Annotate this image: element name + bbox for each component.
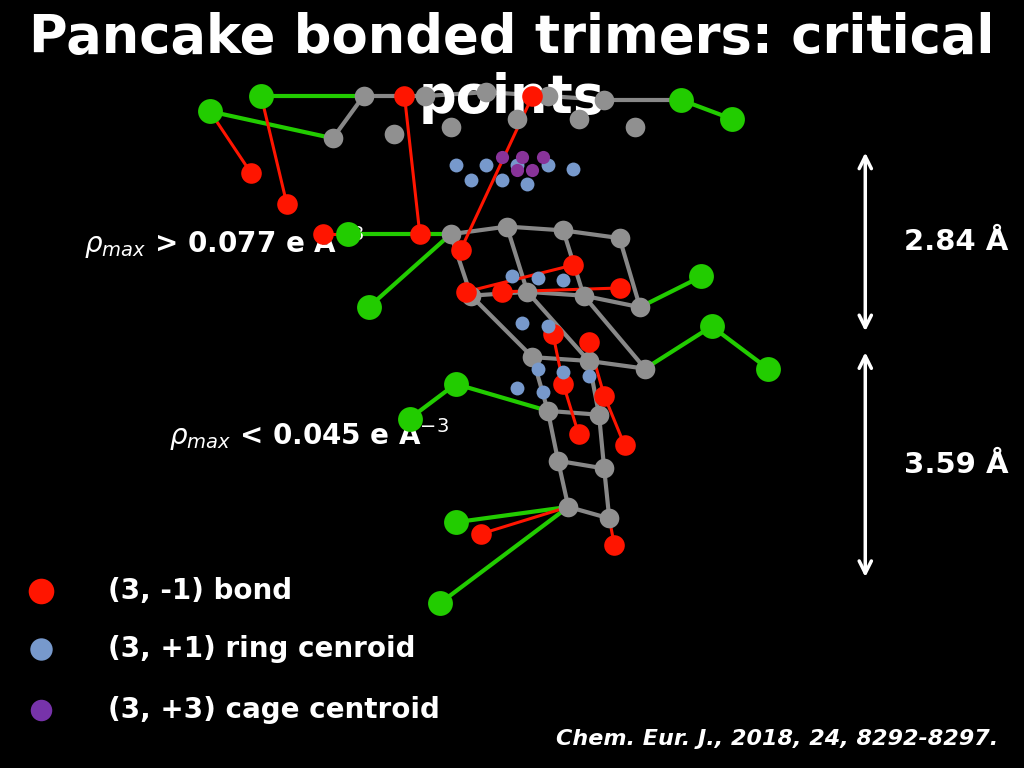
Point bbox=[760, 362, 776, 375]
Point bbox=[575, 290, 592, 302]
Point bbox=[545, 328, 561, 340]
Point bbox=[540, 90, 556, 102]
Point bbox=[570, 113, 587, 125]
Point bbox=[611, 232, 628, 244]
Point bbox=[601, 512, 617, 525]
Point bbox=[494, 286, 510, 298]
Point bbox=[494, 174, 510, 187]
Point bbox=[279, 197, 295, 210]
Point bbox=[596, 389, 612, 402]
Point bbox=[693, 270, 710, 283]
Point bbox=[478, 86, 495, 98]
Point bbox=[524, 351, 541, 363]
Text: 3.59 Å: 3.59 Å bbox=[904, 451, 1009, 478]
Point bbox=[611, 282, 628, 294]
Point bbox=[442, 228, 459, 240]
Text: $\rho_{max}$ > 0.077 e Å$^{-3}$: $\rho_{max}$ > 0.077 e Å$^{-3}$ bbox=[84, 223, 365, 260]
Point bbox=[519, 286, 536, 298]
Point bbox=[463, 174, 479, 187]
Point bbox=[570, 428, 587, 440]
Point bbox=[355, 90, 372, 102]
Point bbox=[565, 259, 582, 271]
Point bbox=[417, 90, 433, 102]
Point bbox=[514, 151, 530, 164]
Point bbox=[540, 405, 556, 417]
Point bbox=[473, 528, 489, 540]
Point bbox=[550, 455, 566, 467]
Text: $\rho_{max}$ < 0.045 e Å$^{-3}$: $\rho_{max}$ < 0.045 e Å$^{-3}$ bbox=[169, 415, 450, 452]
Point bbox=[673, 94, 689, 106]
Point bbox=[509, 113, 525, 125]
Point bbox=[560, 501, 577, 513]
Point bbox=[442, 121, 459, 133]
Text: (3, +3) cage centroid: (3, +3) cage centroid bbox=[108, 697, 439, 724]
Point bbox=[724, 113, 740, 125]
Point bbox=[396, 90, 413, 102]
Point bbox=[540, 320, 556, 333]
Point bbox=[529, 362, 546, 375]
Point bbox=[616, 439, 633, 452]
Point bbox=[33, 704, 49, 717]
Point bbox=[524, 90, 541, 102]
Text: (3, +1) ring cenroid: (3, +1) ring cenroid bbox=[108, 635, 415, 663]
Point bbox=[33, 643, 49, 655]
Point bbox=[627, 121, 643, 133]
Point bbox=[555, 366, 571, 379]
Point bbox=[591, 409, 607, 421]
Point bbox=[529, 272, 546, 284]
Point bbox=[499, 220, 515, 233]
Point bbox=[703, 320, 720, 333]
Text: (3, -1) bond: (3, -1) bond bbox=[108, 578, 292, 605]
Point bbox=[33, 585, 49, 598]
Point bbox=[432, 597, 449, 609]
Point bbox=[478, 159, 495, 171]
Point bbox=[540, 159, 556, 171]
Text: Pancake bonded trimers: critical
points: Pancake bonded trimers: critical points bbox=[30, 12, 994, 124]
Point bbox=[504, 270, 520, 283]
Point bbox=[447, 378, 464, 390]
Point bbox=[314, 228, 331, 240]
Point bbox=[581, 355, 597, 367]
Point bbox=[596, 94, 612, 106]
Point bbox=[581, 336, 597, 348]
Point bbox=[243, 167, 259, 179]
Text: 2.84 Å: 2.84 Å bbox=[904, 228, 1009, 256]
Point bbox=[637, 362, 653, 375]
Point bbox=[535, 151, 551, 164]
Point bbox=[535, 386, 551, 398]
Point bbox=[386, 128, 402, 141]
Point bbox=[555, 378, 571, 390]
Point bbox=[360, 301, 377, 313]
Point bbox=[632, 301, 648, 313]
Point bbox=[463, 290, 479, 302]
Text: Chem. Eur. J., 2018, 24, 8292-8297.: Chem. Eur. J., 2018, 24, 8292-8297. bbox=[556, 729, 998, 749]
Point bbox=[606, 539, 623, 551]
Point bbox=[509, 382, 525, 394]
Point bbox=[447, 159, 464, 171]
Point bbox=[325, 132, 341, 144]
Point bbox=[519, 178, 536, 190]
Point bbox=[412, 228, 428, 240]
Point bbox=[447, 516, 464, 528]
Point bbox=[253, 90, 269, 102]
Point bbox=[453, 243, 469, 256]
Point bbox=[514, 316, 530, 329]
Point bbox=[340, 228, 356, 240]
Point bbox=[565, 163, 582, 175]
Point bbox=[509, 164, 525, 177]
Point bbox=[458, 286, 474, 298]
Point bbox=[202, 105, 218, 118]
Point bbox=[596, 462, 612, 475]
Point bbox=[555, 224, 571, 237]
Point bbox=[581, 370, 597, 382]
Point bbox=[494, 151, 510, 164]
Point bbox=[509, 159, 525, 171]
Point bbox=[401, 412, 418, 425]
Point bbox=[555, 274, 571, 286]
Point bbox=[524, 164, 541, 177]
